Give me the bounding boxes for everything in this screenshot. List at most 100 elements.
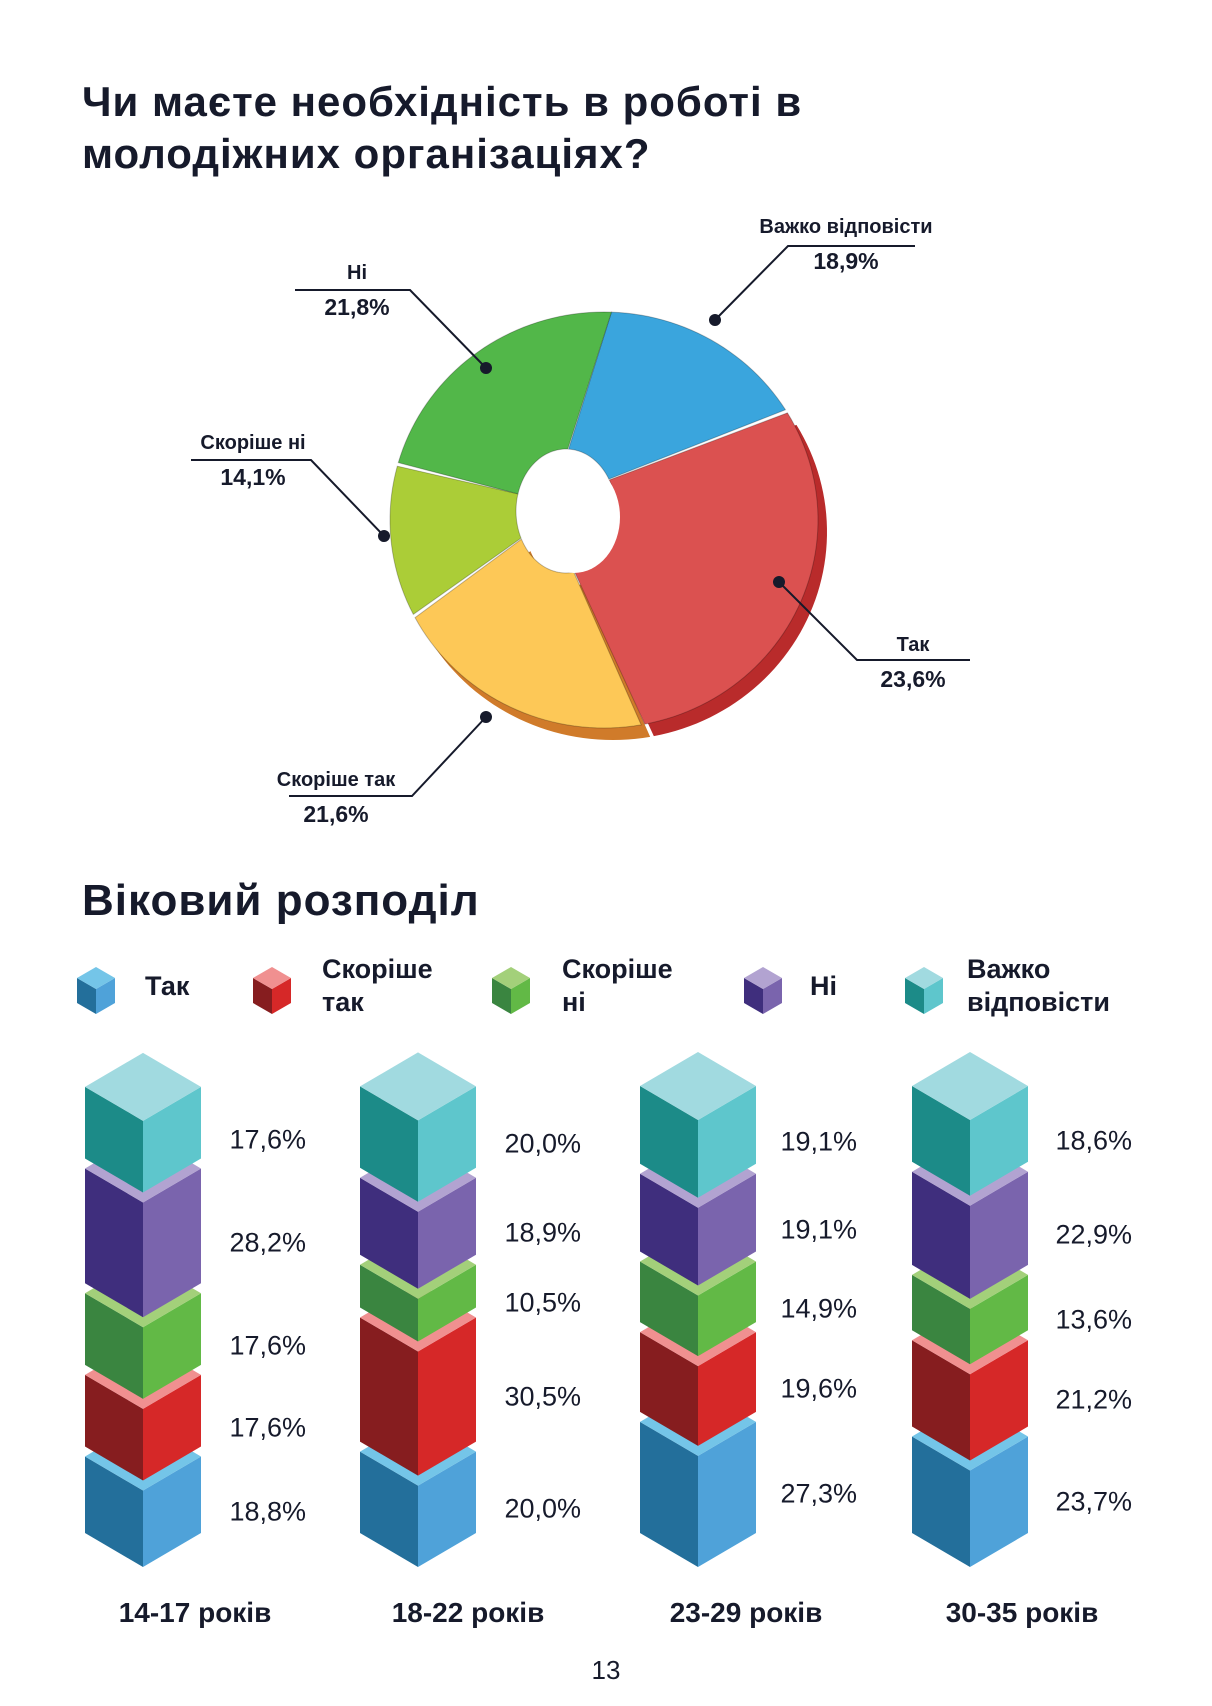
- cube-3-4: [912, 1052, 1028, 1196]
- cube-right-face: [143, 1456, 201, 1567]
- legend-label-3: Ні: [810, 971, 837, 1001]
- cube-left-face: [640, 1421, 698, 1567]
- leader-dot-4: [480, 362, 492, 374]
- cube-right-face: [970, 1171, 1028, 1299]
- cube-left-face: [912, 1436, 970, 1567]
- donut-slice-0: [567, 311, 787, 480]
- cube-value-label: 19,6%: [780, 1373, 857, 1404]
- leader-line-3: [191, 459, 385, 537]
- cube-value-label: 18,8%: [229, 1496, 306, 1527]
- section-title: Віковий розподіл: [82, 876, 480, 925]
- legend-cube-icon-4: [905, 967, 943, 1014]
- donut-label-3: Скоріше ні 14,1%: [200, 432, 306, 490]
- cube-right-face: [418, 1264, 476, 1342]
- cube-top-face: [85, 1052, 201, 1121]
- cube-right-face: [143, 1086, 201, 1193]
- leader-line-2: [289, 716, 487, 797]
- cube-0-4: [85, 1052, 201, 1193]
- cube-top-face: [360, 1052, 476, 1121]
- donut-hole: [528, 461, 620, 573]
- cube-value-label: 27,3%: [780, 1478, 857, 1509]
- leader-dot-0: [709, 314, 721, 326]
- cube-left-face: [85, 1086, 143, 1193]
- cube-value-label: 19,1%: [780, 1214, 857, 1245]
- leader-line-1: [778, 581, 970, 661]
- cube-right-face: [418, 1177, 476, 1289]
- cube-left-face: [640, 1261, 698, 1357]
- cube-value-label: 20,0%: [504, 1493, 581, 1524]
- cube-value-label: 13,6%: [1055, 1304, 1132, 1335]
- leader-dot-3: [378, 530, 390, 542]
- cube-left-face: [360, 1451, 418, 1567]
- cube-value-label: 17,6%: [229, 1330, 306, 1361]
- cube-right-face: [698, 1086, 756, 1198]
- cube-right-face: [143, 1168, 201, 1318]
- donut-slice-2: [414, 538, 642, 729]
- leader-dot-2: [480, 711, 492, 723]
- cube-right-face: [698, 1332, 756, 1446]
- page-title: Чи маєте необхідність в роботі в молодіж…: [82, 78, 803, 177]
- legend-label-4: Важко відповісти: [967, 954, 1110, 1017]
- cube-left-face: [85, 1168, 143, 1318]
- legend-cube-icon-0: [77, 967, 115, 1014]
- cube-value-label: 20,0%: [504, 1128, 581, 1159]
- cube-value-label: 10,5%: [504, 1287, 581, 1318]
- donut-label-0: Важко відповісти 18,9%: [759, 216, 933, 274]
- cube-left-face: [640, 1332, 698, 1446]
- donut-label-2: Скоріше так 21,6%: [276, 769, 396, 827]
- donut-chart: [191, 245, 970, 797]
- cube-value-label: 18,9%: [504, 1217, 581, 1248]
- cube-left-face: [640, 1173, 698, 1286]
- cube-left-face: [912, 1340, 970, 1461]
- cube-value-label: 23,7%: [1055, 1486, 1132, 1517]
- legend-cube-icon-1: [253, 967, 291, 1014]
- legend-label-2: Скоріше ні: [562, 954, 673, 1017]
- leader-line-0: [714, 245, 915, 321]
- cube-value-label: 30,5%: [504, 1381, 581, 1412]
- cube-right-face: [698, 1421, 756, 1567]
- cube-left-face: [85, 1293, 143, 1399]
- cube-left-face: [360, 1264, 418, 1342]
- cube-value-label: 17,6%: [229, 1124, 306, 1155]
- cube-left-face: [360, 1086, 418, 1202]
- cube-left-face: [912, 1086, 970, 1196]
- leader-line-4: [295, 289, 487, 369]
- cube-right-face: [698, 1261, 756, 1357]
- cube-top-face: [640, 1052, 756, 1120]
- legend-label-1: Скоріше так: [322, 954, 433, 1017]
- cube-top-face: [912, 1052, 1028, 1120]
- cube-left-face: [912, 1274, 970, 1365]
- cube-left-face: [360, 1317, 418, 1476]
- cube-value-label: 18,6%: [1055, 1125, 1132, 1156]
- cube-left-face: [85, 1456, 143, 1567]
- cube-right-face: [698, 1173, 756, 1286]
- cube-value-label: 14,9%: [780, 1293, 857, 1324]
- cube-left-face: [640, 1086, 698, 1198]
- cube-1-4: [360, 1052, 476, 1202]
- cube-value-label: 21,2%: [1055, 1384, 1132, 1415]
- cube-left-face: [85, 1374, 143, 1481]
- page-number: 13: [591, 1655, 621, 1685]
- age-label-3: 30-35 років: [945, 1597, 1099, 1628]
- donut-slice-4: [397, 311, 613, 495]
- cube-right-face: [970, 1086, 1028, 1196]
- donut-label-1: Так 23,6%: [880, 634, 946, 692]
- cube-left-face: [912, 1171, 970, 1299]
- cube-right-face: [143, 1374, 201, 1481]
- cube-right-face: [418, 1317, 476, 1476]
- cube-right-face: [143, 1293, 201, 1399]
- cube-value-label: 19,1%: [780, 1126, 857, 1157]
- cube-right-face: [418, 1451, 476, 1567]
- cube-value-label: 22,9%: [1055, 1219, 1132, 1250]
- age-label-2: 23-29 років: [669, 1597, 823, 1628]
- age-label-0: 14-17 років: [118, 1597, 272, 1628]
- cube-right-face: [970, 1274, 1028, 1365]
- cube-value-label: 17,6%: [229, 1412, 306, 1443]
- age-label-1: 18-22 років: [391, 1597, 545, 1628]
- cube-2-4: [640, 1052, 756, 1198]
- cube-right-face: [418, 1086, 476, 1202]
- cube-right-face: [970, 1436, 1028, 1567]
- cube-right-face: [970, 1340, 1028, 1461]
- legend-label-0: Так: [145, 971, 190, 1001]
